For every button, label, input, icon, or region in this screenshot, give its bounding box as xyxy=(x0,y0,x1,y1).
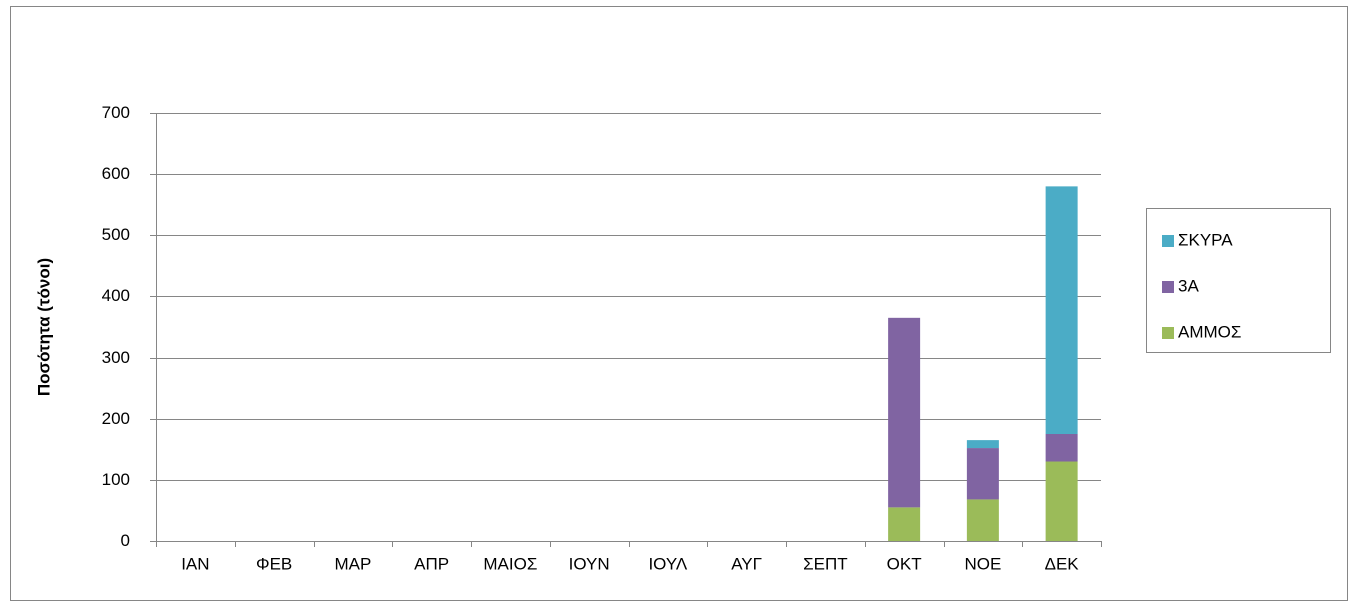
x-tick-label: ΜΑΙΟΣ xyxy=(483,554,537,573)
y-tick-label: 700 xyxy=(102,103,130,122)
bar-segment xyxy=(1045,186,1078,434)
y-tick-label: 600 xyxy=(102,164,130,183)
legend-swatch xyxy=(1162,281,1174,293)
x-tick-label: ΙΟΥΛ xyxy=(648,554,687,573)
legend-label: 3Α xyxy=(1178,276,1199,295)
y-tick-label: 100 xyxy=(102,470,130,489)
x-tick-label: ΙΟΥΝ xyxy=(569,554,610,573)
legend-box xyxy=(1146,208,1331,353)
y-tick-label: 0 xyxy=(121,531,130,550)
chart-border xyxy=(10,6,1348,601)
bar-segment xyxy=(966,499,999,541)
y-axis-label: Ποσότητα (τόνοι) xyxy=(34,258,53,396)
x-tick-label: ΔΕΚ xyxy=(1045,554,1080,573)
bar-segment xyxy=(888,317,921,508)
x-tick-label: ΟΚΤ xyxy=(887,554,922,573)
legend-swatch xyxy=(1162,327,1174,339)
bar-segment xyxy=(966,448,999,500)
x-tick-label: ΑΥΓ xyxy=(731,554,762,573)
x-tick-label: ΝΟΕ xyxy=(964,554,1001,573)
legend-swatch xyxy=(1162,235,1174,247)
y-tick-label: 400 xyxy=(102,286,130,305)
legend-label: ΑΜΜΟΣ xyxy=(1178,322,1241,341)
bar-segment xyxy=(1045,461,1078,541)
bar-segment xyxy=(1045,434,1078,462)
x-tick-label: ΣΕΠΤ xyxy=(803,554,848,573)
y-tick-label: 200 xyxy=(102,409,130,428)
x-tick-label: ΦΕΒ xyxy=(256,554,292,573)
bar-segment xyxy=(888,507,921,541)
x-tick-label: ΙΑΝ xyxy=(181,554,209,573)
legend-label: ΣΚΥΡΑ xyxy=(1178,230,1233,249)
x-tick-label: ΑΠΡ xyxy=(414,554,449,573)
y-tick-label: 500 xyxy=(102,225,130,244)
x-tick-label: ΜΑΡ xyxy=(334,554,371,573)
bar-segment xyxy=(966,440,999,449)
y-tick-label: 300 xyxy=(102,348,130,367)
